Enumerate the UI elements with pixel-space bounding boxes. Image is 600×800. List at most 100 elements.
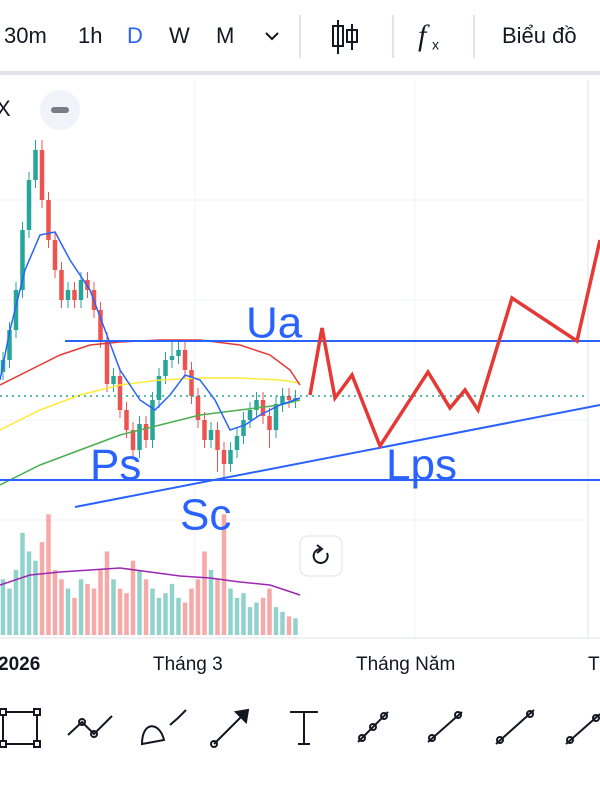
candle-body: [215, 430, 220, 450]
trend-line[interactable]: [74, 404, 600, 508]
interval-m[interactable]: M: [216, 23, 234, 48]
candle-body: [59, 270, 64, 300]
candle-body: [117, 376, 123, 410]
volume-bar: [98, 570, 103, 635]
volume-bar: [78, 579, 84, 635]
candle-body: [124, 410, 129, 430]
annotation-ua[interactable]: Ua: [246, 299, 303, 348]
volume-bar: [247, 607, 253, 635]
candle-body: [208, 430, 214, 440]
candle-body: [228, 450, 233, 464]
annotation-lps[interactable]: Lps: [386, 441, 457, 490]
volume-bar: [65, 588, 71, 635]
candle-body: [267, 416, 272, 430]
volume-bar: [137, 570, 142, 635]
reset-button[interactable]: [299, 535, 343, 577]
volume-bar: [156, 597, 162, 635]
candle-body: [98, 310, 103, 340]
volume-bar: [13, 570, 19, 635]
volume-bar: [228, 588, 233, 635]
candle-body: [169, 356, 175, 360]
volume-bar: [273, 607, 279, 635]
svg-text:x: x: [432, 37, 439, 53]
volume-bar: [124, 593, 129, 635]
candle-body: [195, 396, 201, 420]
candles: [0, 140, 298, 635]
ma-blue: [0, 231, 301, 431]
candle-body: [33, 150, 38, 180]
candle-body: [137, 424, 142, 450]
volume-bar: [195, 579, 201, 635]
volume-bar: [241, 593, 246, 635]
volume-bar: [117, 588, 123, 635]
candle-body: [150, 400, 155, 440]
volume-bar: [293, 618, 298, 635]
drawing-tools[interactable]: [0, 708, 600, 748]
volume-bar: [59, 579, 64, 635]
interval-1h[interactable]: 1h: [78, 23, 102, 48]
candle-body: [176, 350, 181, 356]
candle-body: [111, 376, 116, 384]
volume-bar: [33, 560, 38, 635]
candle-body: [78, 280, 84, 300]
dropdown-icon[interactable]: [265, 32, 279, 41]
volume-bar: [85, 583, 90, 635]
candle-body: [143, 424, 149, 440]
annotation-ps[interactable]: Ps: [90, 441, 141, 490]
volume-bar: [260, 597, 266, 635]
candle-body: [247, 410, 253, 420]
volume-bar: [176, 597, 181, 635]
annotation-sc[interactable]: Sc: [180, 491, 231, 540]
volume-bar: [91, 588, 97, 635]
projection-path[interactable]: [308, 239, 600, 450]
candle-body: [163, 360, 168, 376]
candle-body: [46, 200, 51, 240]
candle-body: [189, 370, 194, 396]
volume-bar: [111, 579, 116, 635]
candle-body: [286, 396, 292, 400]
candle-body: [241, 420, 246, 436]
time-label: Tháng Năm: [356, 654, 455, 675]
volume-bar: [104, 551, 110, 635]
candle-body: [7, 330, 12, 360]
candle-body: [65, 290, 71, 300]
candle-body: [104, 340, 110, 384]
volume-ma: [0, 567, 301, 596]
candle-body: [13, 290, 19, 330]
interval-d[interactable]: D: [127, 23, 143, 48]
volume-bar: [46, 514, 51, 635]
candle-body: [26, 180, 32, 230]
candle-type-icon[interactable]: [332, 20, 358, 54]
candle-body: [221, 450, 227, 464]
candle-body: [280, 396, 285, 404]
candle-body: [273, 404, 279, 430]
volume-bar: [72, 597, 77, 635]
interval-w[interactable]: W: [169, 23, 190, 48]
volume-bar: [143, 579, 149, 635]
time-label: 2026: [0, 654, 40, 675]
candle-body: [254, 400, 259, 410]
candle-body: [202, 420, 207, 440]
volume-bar: [208, 570, 214, 635]
grid: [0, 80, 588, 638]
volume-bar: [163, 593, 168, 635]
time-label: Tháng 3: [153, 654, 223, 675]
ma-yellow: [0, 377, 301, 431]
volume-bar: [267, 588, 272, 635]
volume-bar: [221, 514, 227, 635]
volume-bar: [202, 551, 207, 635]
chart-button[interactable]: Biểu đồ: [502, 23, 577, 48]
time-label: T: [588, 654, 600, 675]
candle-body: [72, 290, 77, 300]
close-label[interactable]: X: [0, 96, 11, 121]
volume-bar: [169, 583, 175, 635]
candle-body: [130, 430, 136, 450]
candle-body: [182, 350, 188, 370]
interval-30m[interactable]: 30m: [4, 23, 47, 48]
volume-bar: [150, 588, 155, 635]
volume-bar: [182, 602, 188, 635]
candle-body: [156, 376, 162, 400]
volume-bar: [0, 579, 6, 635]
candle-body: [260, 400, 266, 416]
volume-bar: [20, 532, 25, 635]
